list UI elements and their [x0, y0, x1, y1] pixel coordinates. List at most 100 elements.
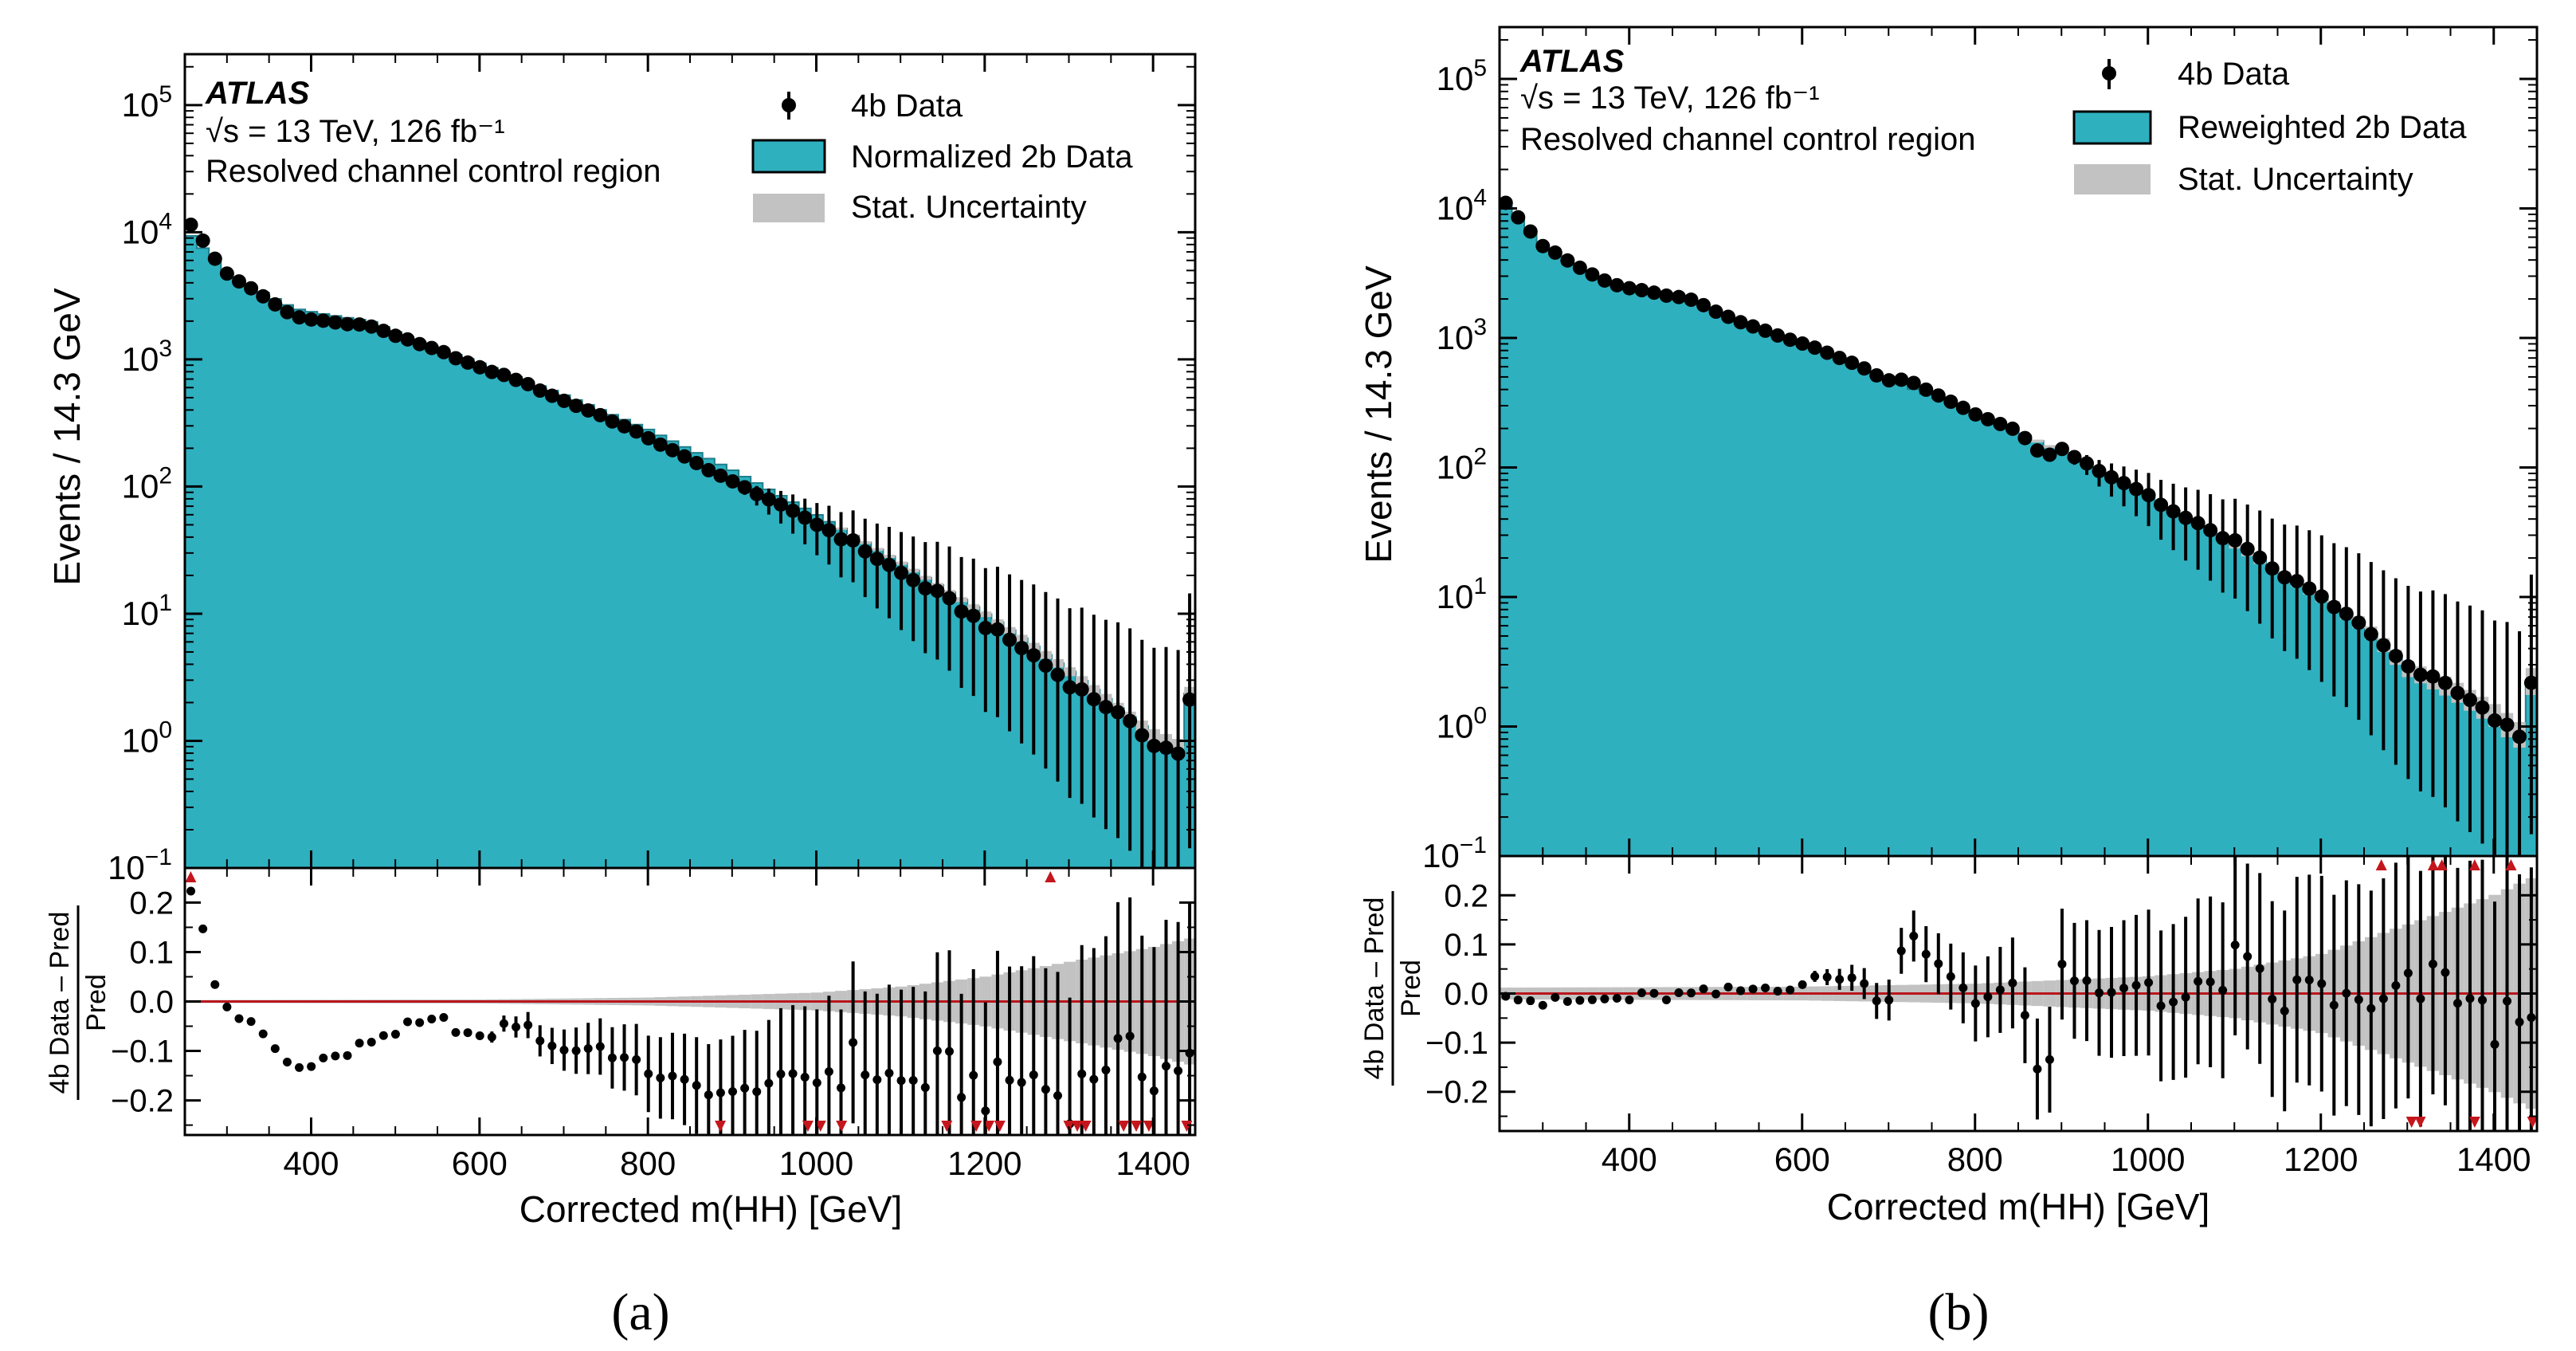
- data-point: [2425, 669, 2441, 684]
- data-point: [2289, 574, 2304, 589]
- ratio-tick-label: 0.0: [1444, 977, 1488, 1012]
- ratio-point: [896, 1076, 906, 1086]
- data-point: [942, 591, 957, 606]
- ratio-point: [571, 1046, 581, 1055]
- ratio-point: [1798, 980, 1807, 989]
- ratio-point: [1562, 996, 1572, 1006]
- ratio-point: [2329, 1000, 2339, 1010]
- main-y-axis-label: Events / 14.3 GeV: [1358, 265, 1399, 564]
- data-point: [472, 359, 488, 375]
- data-point: [2388, 649, 2403, 664]
- ratio-point: [1860, 979, 1869, 988]
- ratio-point: [367, 1037, 376, 1047]
- data-point: [1610, 277, 1625, 293]
- data-point: [1159, 740, 1174, 756]
- ratio-point: [439, 1012, 449, 1022]
- ratio-arrow-down: [1131, 1121, 1143, 1132]
- data-point: [1123, 713, 1138, 729]
- data-point: [1881, 373, 1896, 388]
- panel-b: 10−1 100 101 102 103 104 105 ATLAS √s = 13 TeV…: [1358, 26, 2539, 1341]
- ratio-arrow-down: [1072, 1121, 1084, 1132]
- data-point: [2351, 615, 2366, 630]
- y-tick-label: 102: [1437, 444, 1487, 486]
- data-point: [2264, 561, 2280, 576]
- data-point: [906, 572, 921, 587]
- ratio-point: [2020, 1011, 2029, 1020]
- x-tick-label: 600: [1774, 1141, 1830, 1178]
- data-point: [701, 462, 716, 477]
- data-point: [810, 517, 825, 532]
- data-point: [1919, 382, 1934, 397]
- ratio-point: [1041, 1085, 1050, 1094]
- data-point: [556, 393, 571, 408]
- data-point: [1968, 406, 1983, 422]
- atlas-label: ATLAS: [205, 76, 310, 111]
- x-tick-label: 800: [620, 1145, 676, 1182]
- ratio-point: [427, 1014, 437, 1023]
- data-point: [280, 304, 295, 320]
- data-point: [2228, 532, 2243, 548]
- ratio-point: [861, 1070, 870, 1080]
- ratio-point: [451, 1027, 461, 1037]
- main-y-axis-label: Events / 14.3 GeV: [46, 288, 88, 586]
- data-point: [1170, 746, 1186, 761]
- legend-uncertainty-label: Stat. Uncertainty: [2178, 162, 2413, 197]
- data-point: [1050, 667, 1065, 682]
- ratio-point: [824, 1067, 833, 1077]
- main-x-ticks: [225, 54, 1196, 868]
- data-point: [1026, 648, 1041, 663]
- data-point: [1758, 323, 1773, 338]
- data-point: [798, 510, 813, 525]
- ratio-point: [222, 1002, 232, 1011]
- data-point: [581, 403, 596, 418]
- ratio-point: [2441, 968, 2450, 977]
- ratio-point: [728, 1087, 738, 1097]
- data-point: [2339, 607, 2354, 622]
- ratio-point: [1649, 988, 1659, 998]
- ratio-point: [1970, 999, 1980, 1008]
- data-point: [2005, 421, 2020, 436]
- ratio-point: [2391, 981, 2401, 991]
- data-point: [1943, 395, 1958, 410]
- ratio-point: [2082, 976, 2092, 985]
- data-point: [352, 317, 367, 332]
- ratio-y-ticks: 0.2 0.1 0.0 −0.1 −0.2: [111, 886, 1195, 1126]
- data-point: [1523, 224, 1538, 239]
- data-point: [966, 608, 981, 623]
- ratio-point: [210, 980, 220, 989]
- histogram-bars: [1500, 202, 2537, 856]
- ratio-point: [993, 1057, 1002, 1066]
- data-point: [1807, 340, 1822, 355]
- data-point: [1696, 297, 1711, 312]
- data-point: [496, 367, 512, 383]
- ratio-point: [1921, 949, 1931, 959]
- ratio-arrow-up: [2375, 859, 2387, 870]
- ratio-point: [1674, 988, 1684, 997]
- ratio-point: [1736, 986, 1746, 996]
- data-point: [869, 552, 884, 567]
- histogram-shape: [185, 234, 1195, 868]
- main-y-ticks: 10−1 100 101 102 103 104 105: [108, 65, 1195, 886]
- ratio-point: [307, 1062, 316, 1071]
- data-point: [1684, 293, 1699, 308]
- data-point: [2092, 463, 2107, 478]
- ratio-arrow-down: [983, 1121, 995, 1132]
- data-point: [2302, 581, 2317, 596]
- ratio-y-label-denominator: Pred: [1396, 960, 1426, 1017]
- ratio-arrow-up: [2427, 859, 2439, 870]
- ratio-arrow-down: [715, 1121, 727, 1132]
- data-point: [1795, 336, 1810, 351]
- ratio-point: [2292, 975, 2302, 984]
- x-tick-label: 1000: [2111, 1141, 2185, 1178]
- ratio-point: [1637, 988, 1646, 998]
- data-point: [256, 289, 271, 304]
- ratio-point: [2490, 1039, 2500, 1049]
- ratio-tick-label: −0.2: [1425, 1075, 1488, 1110]
- ratio-point: [487, 1032, 496, 1042]
- ratio-point: [981, 1106, 990, 1116]
- data-point: [593, 407, 608, 422]
- ratio-point: [764, 1078, 774, 1088]
- data-point: [2166, 504, 2181, 519]
- ratio-point: [632, 1054, 641, 1064]
